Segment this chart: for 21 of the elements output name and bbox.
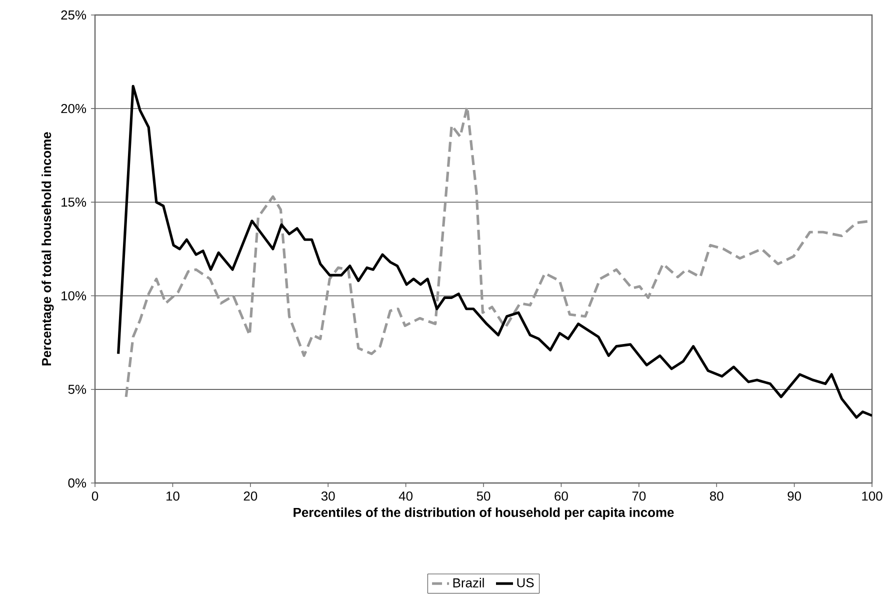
legend-label: Brazil bbox=[453, 578, 484, 588]
y-tick-label: 20% bbox=[61, 104, 86, 114]
x-tick-label: 50 bbox=[476, 492, 490, 501]
x-tick-label: 60 bbox=[554, 492, 568, 501]
y-axis-title: Percentage of total household income bbox=[42, 132, 54, 366]
x-tick-label: 20 bbox=[244, 492, 258, 501]
x-tick-label: 30 bbox=[321, 492, 335, 501]
y-tick-label: 15% bbox=[62, 198, 86, 207]
x-tick-label: 90 bbox=[788, 492, 802, 501]
legend-label: US bbox=[517, 578, 534, 588]
x-tick-label: 80 bbox=[710, 492, 724, 501]
y-tick-label: 5% bbox=[68, 384, 86, 394]
y-tick-label: 25% bbox=[61, 10, 86, 20]
x-tick-label: 100 bbox=[862, 492, 882, 501]
x-tick-label: 40 bbox=[398, 492, 413, 501]
x-axis-title: Percentiles of the distribution of household per capita income bbox=[294, 508, 674, 520]
x-tick-label: 0 bbox=[92, 492, 98, 501]
x-tick-label: 70 bbox=[632, 492, 646, 501]
y-tick-label: 10% bbox=[62, 291, 86, 300]
x-tick-label: 10 bbox=[166, 492, 180, 501]
y-tick-label: 0% bbox=[68, 478, 86, 488]
